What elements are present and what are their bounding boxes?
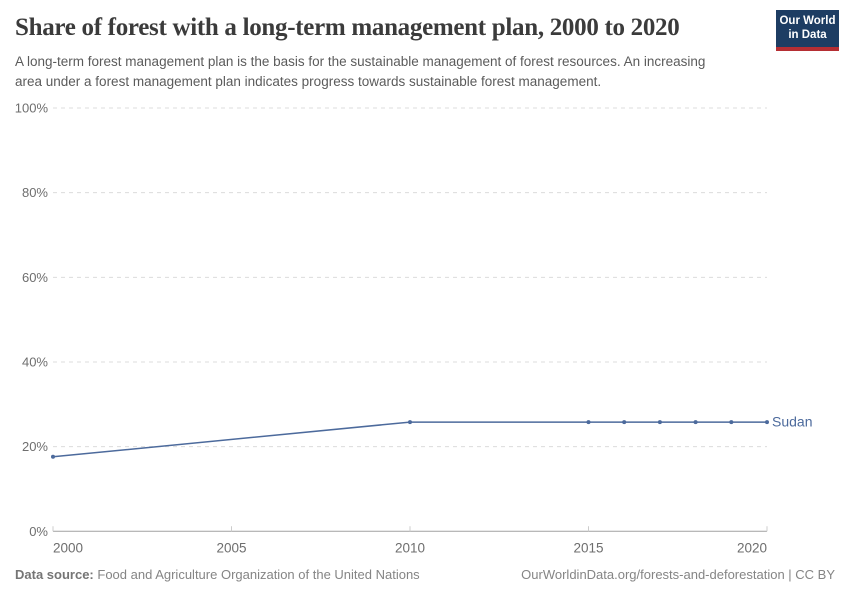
x-axis-tick-label: 2005 bbox=[216, 541, 246, 556]
owid-logo[interactable]: Our World in Data bbox=[776, 10, 839, 51]
logo-line1: Our World bbox=[779, 14, 836, 27]
chart-title: Share of forest with a long-term managem… bbox=[15, 14, 680, 41]
entity-label[interactable]: Sudan bbox=[772, 414, 812, 430]
y-axis-tick-label: 60% bbox=[22, 270, 48, 285]
data-point[interactable] bbox=[51, 454, 55, 459]
y-axis-tick-label: 0% bbox=[29, 524, 48, 539]
data-point[interactable] bbox=[586, 420, 591, 425]
x-axis-tick-label: 2010 bbox=[395, 541, 425, 556]
attribution-link[interactable]: OurWorldinData.org/forests-and-deforesta… bbox=[521, 567, 835, 582]
x-axis-tick-label: 2020 bbox=[737, 541, 767, 556]
data-source-text: Food and Agriculture Organization of the… bbox=[97, 567, 420, 582]
logo-line2: in Data bbox=[788, 28, 827, 41]
x-axis-tick-label: 2000 bbox=[53, 541, 83, 556]
chart-footer: Data source: Food and Agriculture Organi… bbox=[15, 567, 835, 582]
data-source: Data source: Food and Agriculture Organi… bbox=[15, 567, 420, 582]
data-point[interactable] bbox=[729, 420, 734, 425]
data-point[interactable] bbox=[408, 420, 412, 425]
chart-subtitle: A long-term forest management plan is th… bbox=[15, 54, 706, 89]
y-axis-tick-label: 100% bbox=[15, 101, 49, 116]
data-point[interactable] bbox=[622, 420, 627, 425]
y-axis-tick-label: 40% bbox=[22, 354, 48, 369]
y-axis-tick-label: 80% bbox=[22, 185, 48, 200]
x-axis-tick-label: 2015 bbox=[573, 541, 603, 556]
y-axis-tick-label: 20% bbox=[22, 439, 48, 454]
data-point[interactable] bbox=[693, 420, 698, 425]
data-point[interactable] bbox=[765, 420, 769, 425]
data-point[interactable] bbox=[657, 420, 662, 425]
data-line[interactable] bbox=[52, 421, 768, 458]
data-source-label: Data source: bbox=[15, 567, 94, 582]
